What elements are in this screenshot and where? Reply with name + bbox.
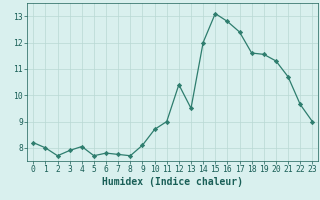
X-axis label: Humidex (Indice chaleur): Humidex (Indice chaleur) [102,177,243,187]
